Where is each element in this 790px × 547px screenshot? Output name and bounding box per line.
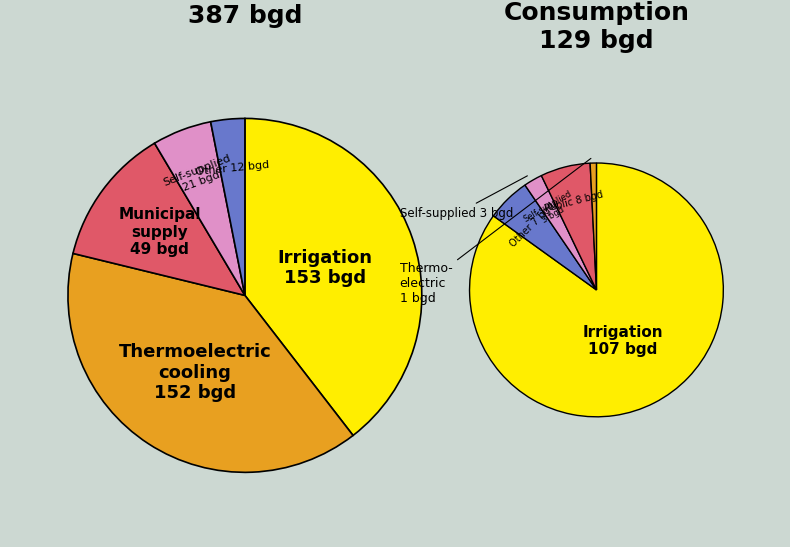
Text: Irrigation
107 bgd: Irrigation 107 bgd [582,324,663,357]
Text: Thermoelectric
cooling
152 bgd: Thermoelectric cooling 152 bgd [118,343,271,403]
Title: U.S. Water Withdrawals
387 bgd: U.S. Water Withdrawals 387 bgd [77,0,413,28]
Wedge shape [590,163,596,290]
Text: Irrigation
153 bgd: Irrigation 153 bgd [278,248,373,287]
Wedge shape [525,176,596,290]
Text: Other 7 bgd: Other 7 bgd [508,200,557,248]
Wedge shape [68,253,353,473]
Text: Self-supplied 3 bgd: Self-supplied 3 bgd [400,176,528,220]
Wedge shape [541,163,596,290]
Text: Self-supplied
21 bgd: Self-supplied 21 bgd [162,154,237,199]
Text: Other 12 bgd: Other 12 bgd [195,160,270,177]
Wedge shape [73,143,245,295]
Text: Thermo-
electric
1 bgd: Thermo- electric 1 bgd [400,159,591,305]
Text: Municipal
supply
49 bgd: Municipal supply 49 bgd [118,207,201,257]
Wedge shape [494,185,596,290]
Text: Self-supplied
3 bgd: Self-supplied 3 bgd [522,189,579,232]
Title: U.S. Water
Consumption
129 bgd: U.S. Water Consumption 129 bgd [503,0,690,53]
Wedge shape [469,163,724,417]
Text: Public 8 bgd: Public 8 bgd [544,189,604,214]
Wedge shape [155,122,245,295]
Wedge shape [211,118,245,295]
Wedge shape [245,118,422,435]
